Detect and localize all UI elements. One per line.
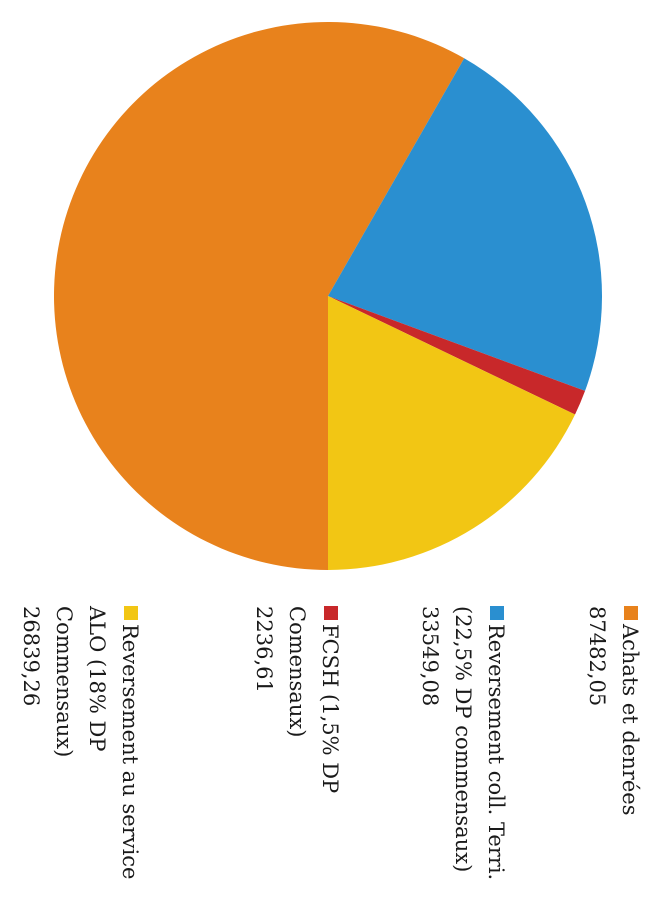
legend-swatch-reversement-coll	[490, 606, 504, 620]
legend-item-achats: Achats et denrées 87482,05	[580, 606, 646, 906]
pie-slice-achats	[53, 21, 465, 570]
legend-item-reversement-alo: Reversement au service ALO (18% DP Comme…	[14, 606, 146, 906]
legend-value-reversement-alo: 26839,26	[19, 606, 43, 707]
pie-slice-fcsh	[328, 296, 586, 415]
legend-swatch-achats	[624, 606, 638, 620]
legend-item-fcsh: FCSH (1,5% DP Comensaux) 2236,61	[247, 606, 346, 906]
pie-slice-reversement-coll	[328, 58, 603, 391]
pie-chart	[53, 21, 603, 570]
legend-item-reversement-coll: Reversement coll. Terri. (22,5% DP comme…	[413, 606, 512, 906]
pie-slice-reversement-alo	[328, 296, 576, 570]
legend-value-fcsh: 2236,61	[252, 606, 276, 693]
legend-value-achats: 87482,05	[585, 606, 609, 707]
legend-value-reversement-coll: 33549,08	[418, 606, 442, 707]
legend-swatch-reversement-alo	[124, 606, 138, 620]
legend-label-reversement-alo: Reversement au service ALO (18% DP Comme…	[52, 606, 142, 880]
legend-label-achats: Achats et denrées	[618, 624, 642, 816]
legend-label-reversement-coll: Reversement coll. Terri. (22,5% DP comme…	[451, 606, 508, 881]
legend-label-fcsh: FCSH (1,5% DP Comensaux)	[285, 606, 342, 794]
legend-swatch-fcsh	[324, 606, 338, 620]
